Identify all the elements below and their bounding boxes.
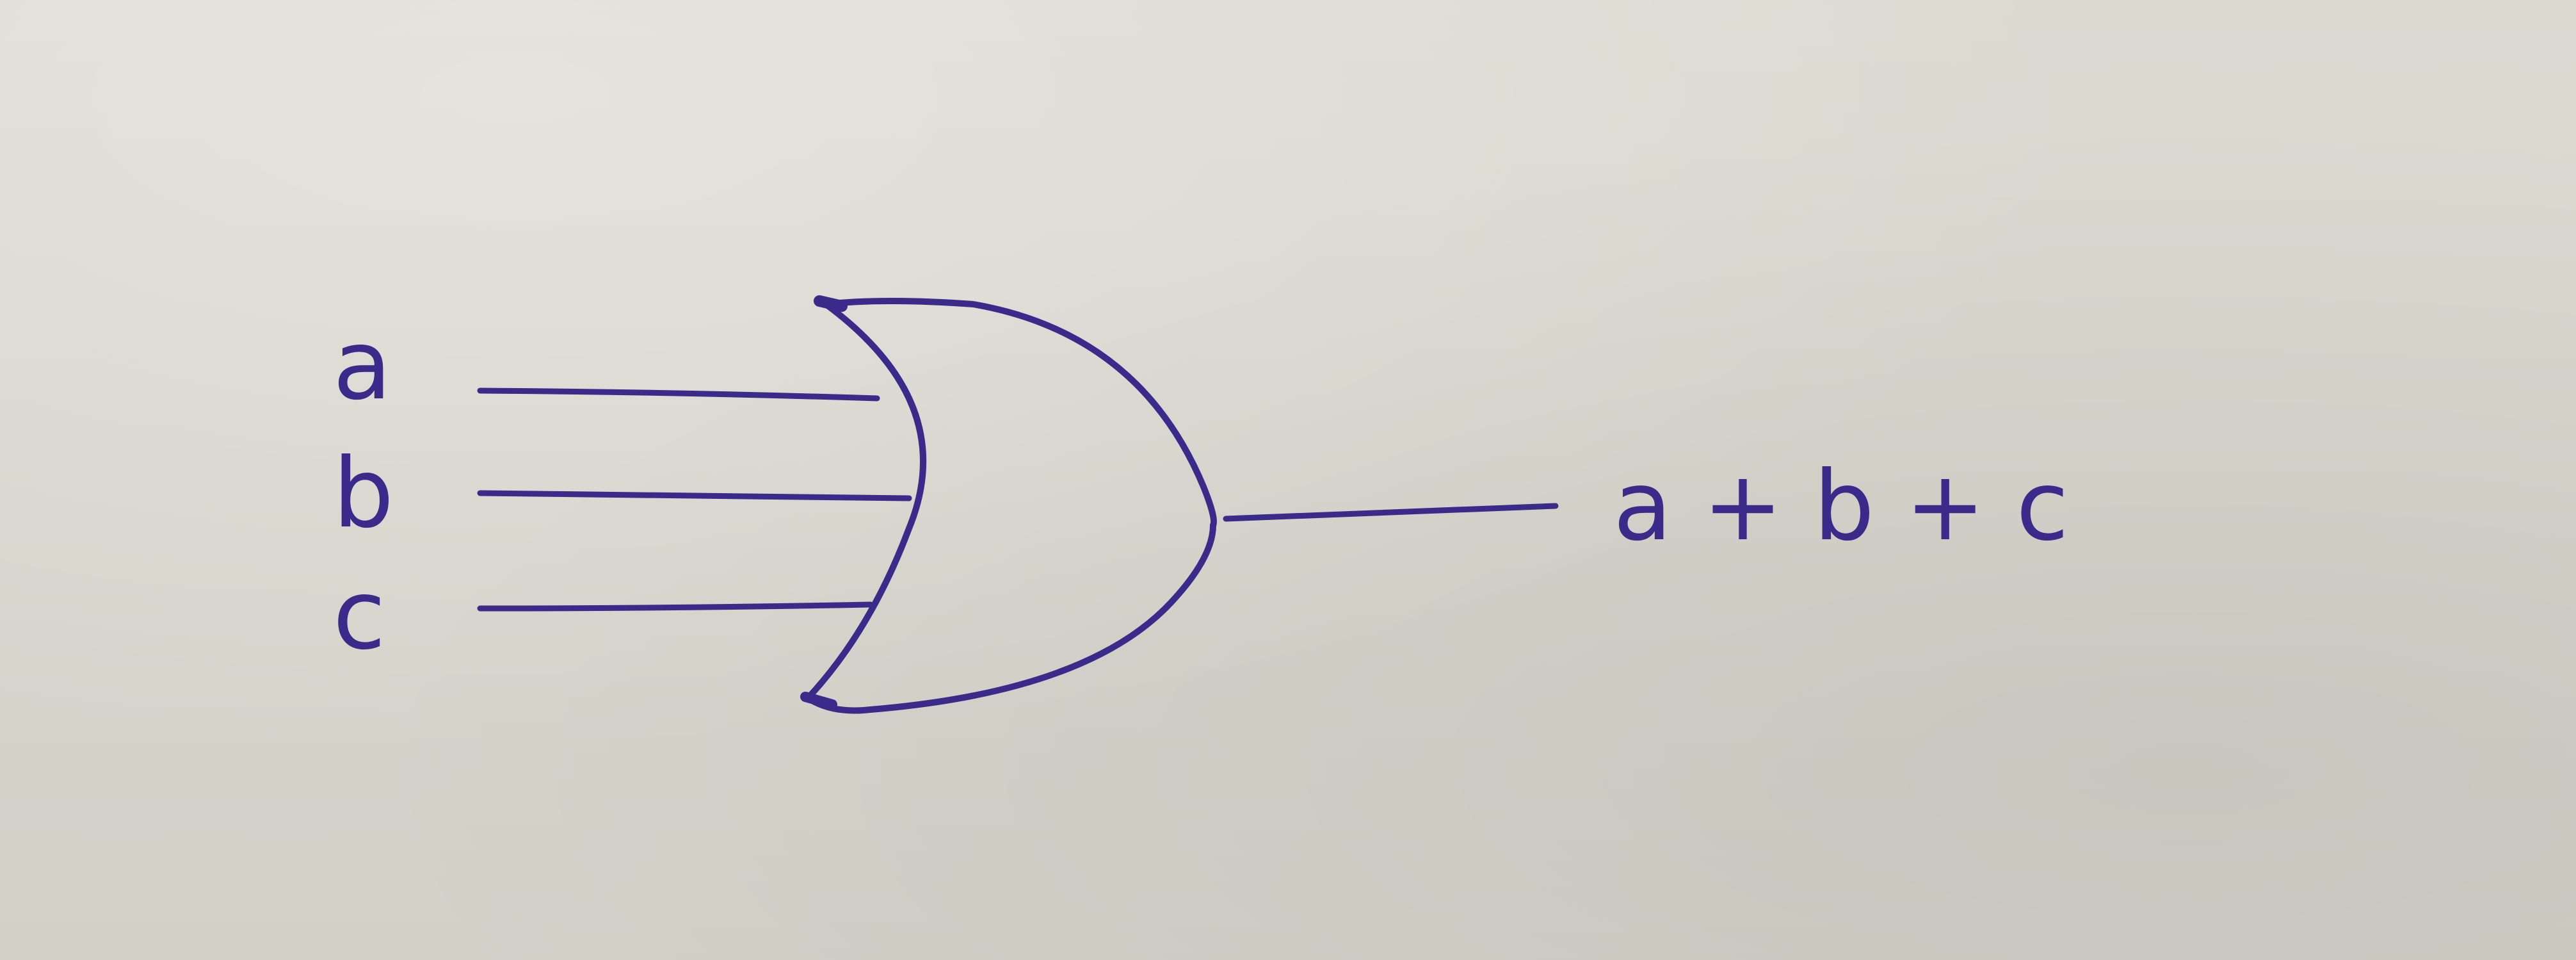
input-wire-c <box>477 601 874 612</box>
input-label-b: b <box>333 438 394 549</box>
output-label: a + b + c <box>1613 451 2069 562</box>
output-wire <box>1223 503 1559 522</box>
or-gate-bottom-tip <box>800 692 837 710</box>
or-gate-top-curve <box>823 298 1217 528</box>
input-wire-a <box>477 387 880 402</box>
or-gate-bottom-curve <box>805 522 1216 714</box>
input-label-c: c <box>333 560 385 671</box>
or-gate-back-curve <box>805 301 927 701</box>
input-wire-b <box>477 490 912 501</box>
or-gate-top-tip <box>814 295 848 312</box>
input-label-a: a <box>333 310 392 421</box>
